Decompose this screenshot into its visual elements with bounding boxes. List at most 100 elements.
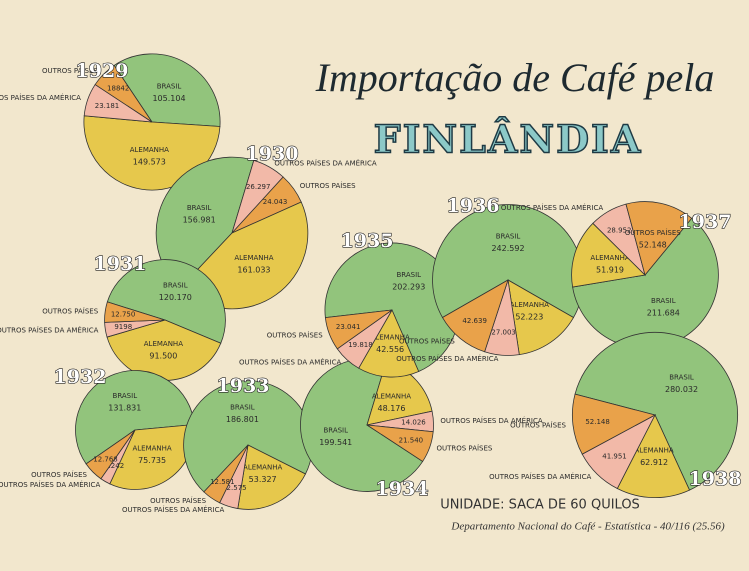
- slice-category: BRASIL: [669, 373, 694, 381]
- slice-value: 12.768: [93, 455, 118, 463]
- source-note: Departamento Nacional do Café - Estatíst…: [450, 521, 725, 533]
- slice-category: OUTROS PAÍSES DA AMÉRICA: [440, 416, 542, 425]
- slice-value: 75.735: [138, 456, 166, 465]
- pie: BRASIL 280.032 ALEMANHA 62.912 41.951 OUTROS …: [489, 332, 742, 499]
- slice-category: ALEMANHA: [243, 464, 282, 472]
- slice-category: OUTROS PAÍSES DA AMÉRICA: [0, 93, 81, 102]
- pie-slice: [237, 444, 307, 510]
- slice-category: OUTROS PAÍSES DA AMÉRICA: [396, 354, 498, 363]
- slice-value: 51.919: [596, 265, 624, 274]
- pie-slice: [571, 393, 657, 455]
- slice-value: 202.293: [392, 282, 425, 291]
- slice-value: 211.684: [647, 308, 680, 317]
- pie-slice: [203, 444, 249, 504]
- pie-slice: [83, 115, 221, 191]
- slice-category: OUTROS PAÍSES DA AMÉRICA: [274, 159, 376, 168]
- slice-category: OUTROS PAÍSES: [510, 420, 566, 429]
- slice-value: 12.581: [210, 478, 235, 486]
- pie-slice: [104, 301, 166, 323]
- pie-slice: [324, 309, 393, 350]
- pie: BRASIL211.684ALEMANHA51.91928.952OUTROS …: [501, 201, 732, 349]
- slice-value: 12.575: [222, 484, 247, 492]
- slice-value: 161.033: [237, 265, 270, 274]
- pie: BRASIL 199.541 ALEMANHA 48.176 14.026 OUTROS …: [300, 358, 543, 501]
- slice-value: 6.242: [104, 462, 124, 470]
- slice-category: ALEMANHA: [634, 446, 673, 454]
- pie-slice: [366, 424, 434, 462]
- slice-category: OUTROS PAÍSES DA AMÉRICA: [0, 480, 100, 489]
- pie: BRASIL 242.592 ALEMANHA 52.223 27.003 OUTROS …: [396, 194, 584, 363]
- slice-value: 149.573: [133, 157, 166, 166]
- slice-category: BRASIL: [157, 83, 182, 91]
- slice-value: 24.043: [263, 198, 288, 206]
- slice-value: 12.750: [111, 310, 136, 318]
- slice-category: OUTROS PAÍSES DA AMÉRICA: [122, 505, 224, 514]
- pie-slice: [358, 309, 420, 378]
- slice-category: OUTROS PAÍSES DA AMÉRICA: [0, 325, 99, 334]
- pie-slice: [324, 242, 460, 373]
- slice-value: 9198: [114, 323, 132, 331]
- slice-value: 52.223: [515, 313, 543, 322]
- slice-value: 21.540: [399, 437, 424, 445]
- slice-value: 186.801: [226, 415, 259, 424]
- slice-category: OUTROS PAÍSES: [625, 228, 681, 237]
- slice-category: OUTROS PAÍSES DA AMÉRICA: [501, 203, 603, 212]
- slice-category: BRASIL: [396, 271, 421, 279]
- pie: BRASIL 120.170 ALEMANHA 91.500 9198 OUTROS PA…: [0, 252, 226, 381]
- slice-value: 120.170: [159, 293, 192, 302]
- pie-year: 1933: [217, 375, 270, 397]
- pie-year: 1934: [376, 478, 429, 500]
- slice-value: 42.556: [376, 345, 404, 354]
- slice-category: ALEMANHA: [510, 301, 549, 309]
- slice-category: ALEMANHA: [234, 254, 273, 262]
- slice-category: OUTROS PAÍSES: [42, 66, 98, 75]
- pie-year: 1935: [341, 230, 394, 252]
- pie-year: 1936: [447, 195, 500, 217]
- slice-value: 14.026: [401, 419, 426, 427]
- slice-value: 41.951: [602, 452, 627, 460]
- pie-year: 1929: [76, 60, 129, 82]
- slice-category: OUTROS PAÍSES: [150, 496, 206, 505]
- slice-value: 18842: [107, 84, 129, 92]
- slice-category: BRASIL: [230, 403, 255, 411]
- slice-value: 242.592: [491, 244, 524, 253]
- slice-category: ALEMANHA: [372, 392, 411, 400]
- slice-value: 156.981: [183, 216, 216, 225]
- slice-value: 280.032: [665, 385, 698, 394]
- slice-value: 52.148: [639, 241, 667, 250]
- pie-slice: [441, 279, 509, 353]
- slice-category: OUTROS PAÍSES DA AMÉRICA: [239, 358, 341, 367]
- slice-value: 26.297: [246, 183, 271, 191]
- slice-value: 48.176: [377, 404, 405, 413]
- slice-category: ALEMANHA: [132, 444, 171, 452]
- pie-year: 1930: [246, 143, 299, 165]
- pie-slice: [625, 201, 693, 276]
- slice-category: OUTROS PAÍSES: [31, 470, 87, 479]
- slice-category: OUTROS PAÍSES: [300, 181, 356, 190]
- unit-note: UNIDADE: SACA DE 60 QUILOS: [440, 498, 640, 513]
- slice-category: OUTROS PAÍSES: [267, 330, 323, 339]
- slice-category: ALEMANHA: [371, 333, 410, 341]
- slice-value: 28.952: [607, 227, 632, 235]
- slice-value: 62.912: [640, 458, 668, 467]
- slice-value: 19.818: [348, 341, 373, 349]
- slice-value: 105.104: [152, 94, 185, 103]
- slice-value: 23.041: [336, 323, 361, 331]
- slice-value: 91.500: [149, 352, 177, 361]
- slice-category: OUTROS PAÍSES: [399, 337, 455, 346]
- slice-category: ALEMANHA: [130, 146, 169, 154]
- pie-slice: [574, 332, 738, 491]
- slice-category: BRASIL: [113, 392, 138, 400]
- pie-slice: [300, 358, 424, 492]
- slice-category: BRASIL: [323, 426, 348, 434]
- pie-year: 1937: [679, 211, 732, 233]
- slice-value: 27.003: [491, 329, 516, 337]
- slice-category: ALEMANHA: [590, 254, 629, 262]
- pie-slice: [75, 370, 195, 465]
- slice-value: 42.639: [462, 317, 487, 325]
- slice-value: 131.831: [108, 404, 141, 413]
- slice-category: OUTROS PAÍSES DA AMÉRICA: [489, 472, 591, 481]
